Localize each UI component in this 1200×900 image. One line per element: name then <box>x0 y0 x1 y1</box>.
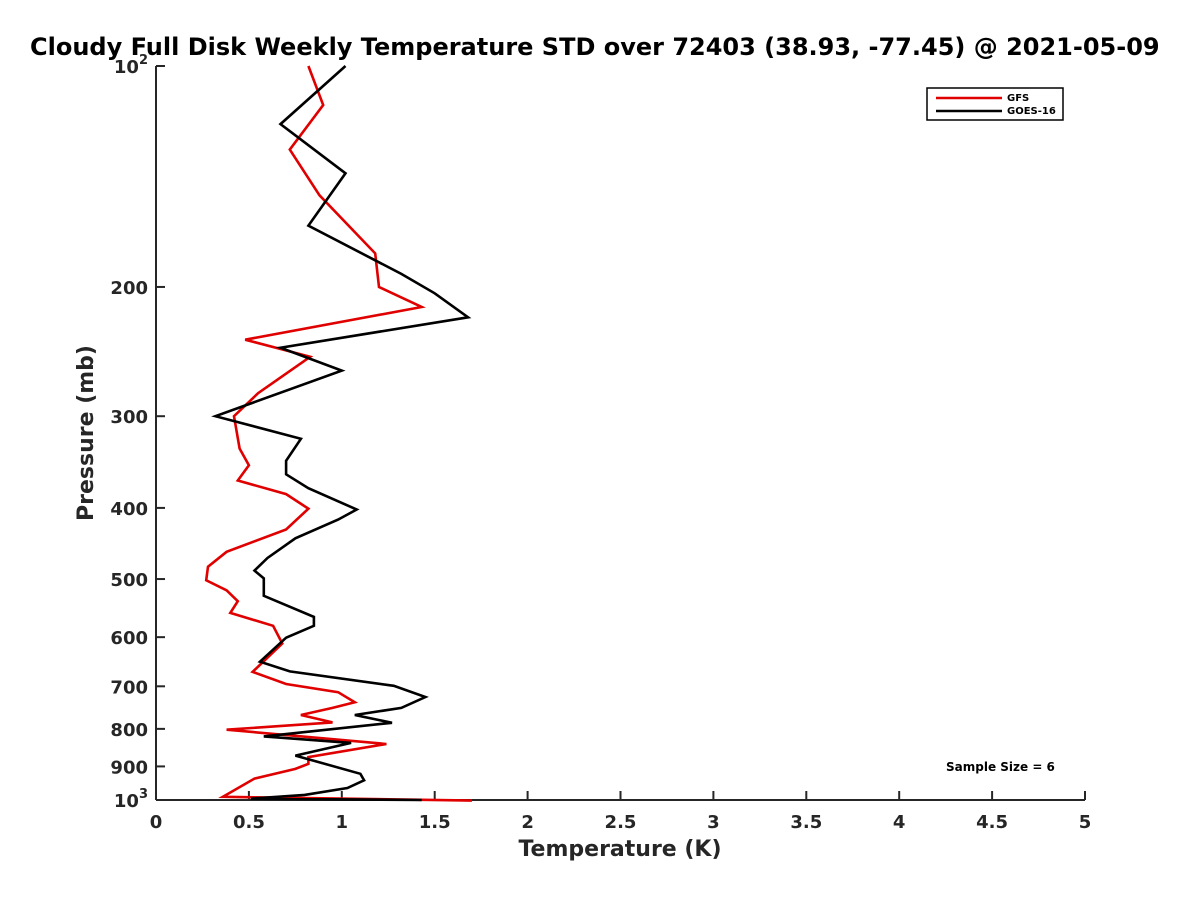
x-axis-label: Temperature (K) <box>518 837 721 862</box>
series-line-gfs <box>204 65 472 802</box>
x-tick-label: 1 <box>336 812 349 833</box>
sample-size-annotation: Sample Size = 6 <box>946 760 1055 774</box>
axes-group <box>155 66 1085 801</box>
y-axis-label: Pressure (mb) <box>74 345 99 521</box>
y-tick-label: 900 <box>110 757 148 778</box>
x-tick-label: 3 <box>707 812 720 833</box>
x-tick-label: 5 <box>1079 812 1092 833</box>
series-group <box>204 65 472 802</box>
legend-box <box>926 87 1064 121</box>
series-line-goes16 <box>211 65 472 802</box>
x-tick-label: 1.5 <box>419 812 451 833</box>
legend-label-gfs: GFS <box>1007 93 1029 104</box>
x-tick-label: 3.5 <box>790 812 822 833</box>
chart-title: Cloudy Full Disk Weekly Temperature STD … <box>30 33 1160 61</box>
y-tick-label: 600 <box>110 628 148 649</box>
y-axis-ticks: 102 200 300 400 500 600 700 800 900 103 <box>110 53 165 812</box>
y-tick-label: 700 <box>110 677 148 698</box>
x-tick-label: 4 <box>893 812 906 833</box>
y-tick-label: 200 <box>110 278 148 299</box>
legend-label-goes16: GOES-16 <box>1007 106 1056 117</box>
y-tick-label: 102 <box>114 53 148 78</box>
x-tick-label: 4.5 <box>976 812 1008 833</box>
y-tick-label: 800 <box>110 720 148 741</box>
y-tick-label: 103 <box>114 787 148 812</box>
y-tick-label: 500 <box>110 570 148 591</box>
legend: GFS GOES-16 <box>926 87 1064 121</box>
x-tick-label: 0 <box>150 812 163 833</box>
x-tick-label: 2.5 <box>605 812 637 833</box>
x-axis-ticks: 0 0.5 1 1.5 2 2.5 3 3.5 4 4.5 5 <box>150 791 1092 833</box>
x-tick-label: 2 <box>521 812 534 833</box>
x-tick-label: 0.5 <box>233 812 265 833</box>
y-tick-label: 300 <box>110 407 148 428</box>
y-tick-label: 400 <box>110 499 148 520</box>
